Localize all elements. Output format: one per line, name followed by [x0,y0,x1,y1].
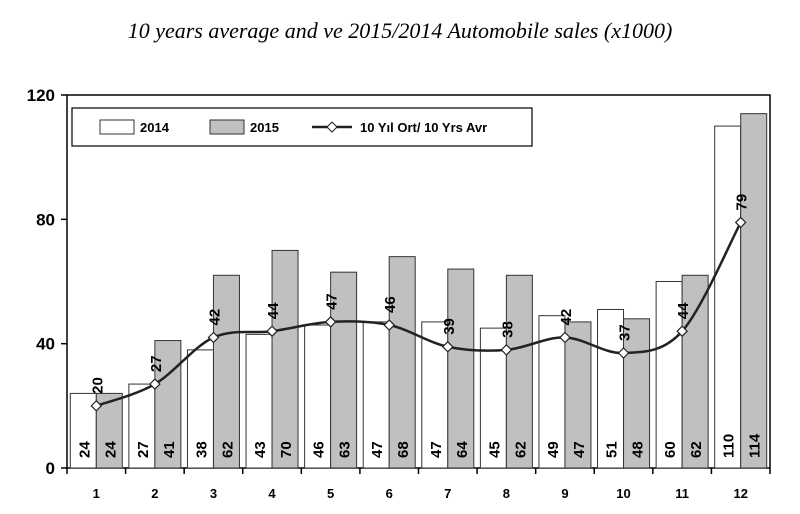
average-label: 42 [558,309,575,326]
average-label: 20 [89,377,106,394]
average-label: 38 [499,321,516,338]
average-point [734,216,747,229]
bar-2015-label: 47 [571,441,588,458]
bar-2014 [597,308,625,469]
legend: 2014 2015 10 Yıl Ort/ 10 Yrs Avr [71,107,533,147]
bar-2014-label: 47 [428,441,445,458]
average-label: 42 [206,309,223,326]
bar-2015 [212,274,240,469]
x-tick-label: 1 [93,486,100,501]
bar-2015-label: 41 [161,441,178,458]
bar-2015-label: 114 [747,433,764,458]
bar-2014-label: 45 [486,441,503,458]
bar-2014-label: 38 [193,441,210,458]
bar-2015 [154,340,182,469]
average-point [90,399,103,412]
average-label: 46 [382,296,399,313]
average-label: 39 [441,318,458,335]
bar-2014-label: 24 [76,441,93,458]
bar-2015-label: 62 [688,441,705,458]
average-point [149,378,161,390]
average-label: 27 [148,355,165,372]
legend-label-2015: 2015 [250,120,279,135]
chart-title: 10 years average and ve 2015/2014 Automo… [127,18,673,43]
bar-2015 [564,321,592,469]
x-tick-label: 8 [503,486,510,501]
bar-2015 [271,249,299,469]
bar-2014-label: 60 [662,441,679,458]
x-tick-label: 9 [561,486,568,501]
average-point [383,319,396,331]
x-tick-label: 3 [210,486,217,501]
legend-swatch-2015 [209,119,245,135]
bar-2015 [447,268,475,469]
average-label: 44 [675,302,692,319]
average-label: 79 [734,194,751,211]
legend-box [71,107,533,147]
average-label: 44 [265,302,282,319]
y-tick-label: 120 [27,86,55,105]
bar-2014-label: 110 [721,434,738,458]
bar-2015 [681,274,709,469]
bar-2015 [505,274,533,469]
average-point [441,340,454,353]
legend-swatch-2014 [99,119,135,135]
bar-2015-label: 62 [512,441,529,458]
x-tick-label: 12 [733,486,747,501]
bar-2015-label: 62 [219,441,236,458]
bar-2015-label: 64 [454,441,471,458]
x-tick-label: 10 [616,486,630,501]
average-point [324,316,337,328]
legend-marker-avg [326,121,338,133]
bar-2014 [186,349,214,469]
average-point [676,325,688,338]
average-point [207,331,220,344]
bar-2014-label: 27 [135,441,152,458]
bar-2014 [245,333,273,469]
bar-2014 [714,125,742,469]
data-labels: 24 24 27 41 38 62 43 70 46 63 47 68 47 64 45 62 49 47 51 48… [76,194,763,458]
average-line [90,216,747,412]
x-tick-label: 5 [327,486,334,501]
y-tick-label: 40 [36,335,55,354]
bar-2014-label: 47 [369,441,386,458]
bar-2015-label: 70 [278,441,295,458]
bar-2015-label: 68 [395,441,412,458]
average-point [500,344,513,356]
x-tick-label: 4 [268,486,276,501]
average-point [559,331,571,344]
bar-2014-label: 49 [545,441,562,458]
bar-2015-label: 24 [102,441,119,458]
bar-2015 [330,271,358,469]
bar-2015 [623,318,651,469]
average-label: 47 [324,293,341,310]
legend-label-avg: 10 Yıl Ort/ 10 Yrs Avr [360,120,487,135]
bar-2015 [740,113,768,469]
average-point [617,347,630,359]
bar-2014-label: 51 [604,441,621,458]
legend-label-2014: 2014 [140,120,170,135]
x-tick-label: 2 [151,486,158,501]
bar-2015-label: 48 [630,441,647,458]
x-tick-label: 6 [386,486,393,501]
average-label: 37 [617,324,634,341]
x-tick-label: 11 [675,486,689,501]
bars [69,113,768,469]
average-point [266,325,278,338]
bar-2014 [421,321,449,469]
x-tick-label: 7 [444,486,451,501]
y-tick-label: 80 [36,210,55,229]
bar-2014-label: 46 [311,441,328,458]
bar-2014 [362,321,390,469]
bar-2015 [388,256,416,469]
bar-2014-label: 43 [252,441,269,458]
y-tick-label: 0 [46,459,55,478]
bar-2015-label: 63 [337,441,354,458]
